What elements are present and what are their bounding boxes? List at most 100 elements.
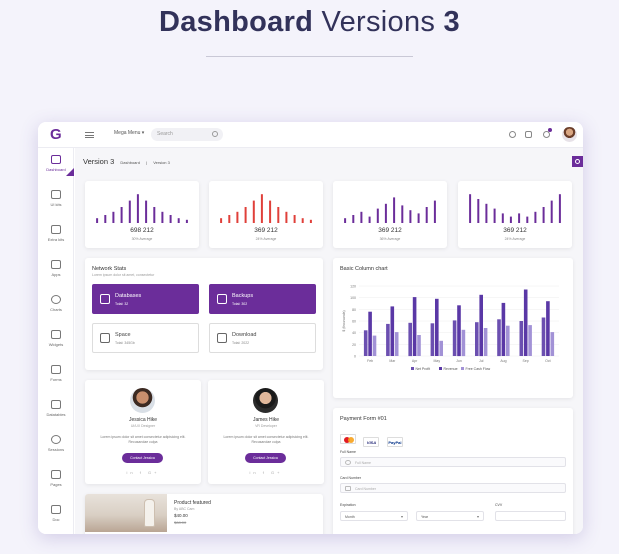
visa-icon[interactable]: VISA — [363, 437, 380, 447]
column-bar — [372, 335, 377, 356]
expiration-label: Expiration — [340, 503, 356, 507]
stat-value: 369 212 — [378, 227, 402, 234]
full-name-field[interactable]: Full Name — [340, 457, 566, 467]
payment-form-card: Payment Form #01 VISA PayPal Full Name F… — [333, 408, 573, 534]
cvv-field[interactable] — [495, 511, 566, 521]
app-logo[interactable]: G — [50, 126, 62, 143]
product-price: $40.00 — [174, 513, 188, 518]
settings-button[interactable] — [572, 156, 583, 167]
stat-subtitle: 24% Average — [255, 237, 277, 241]
spark-bar — [433, 200, 436, 223]
legend-swatch — [411, 367, 414, 370]
sidebar-item-extra-kits[interactable]: Extra kits — [38, 218, 74, 253]
space-tile[interactable]: Space Total: 345Gb — [92, 323, 199, 353]
top-bar: G Mega Menu ▾ Search — [38, 122, 583, 148]
page-headline: Dashboard Versions 3 — [0, 6, 619, 39]
stat-card-1: 698 212 30% Average — [85, 181, 199, 248]
profile-role: UI/UX Designer — [130, 424, 156, 428]
search-icon[interactable] — [212, 131, 218, 137]
gear-icon — [575, 159, 580, 164]
fullscreen-icon[interactable] — [509, 131, 516, 138]
column-bar — [386, 323, 390, 356]
spark-bar — [244, 207, 247, 223]
sidebar-item-ui-kits[interactable]: UI kits — [38, 183, 74, 218]
mastercard-icon[interactable] — [340, 434, 356, 444]
chart-icon — [51, 155, 61, 164]
spark-bar — [542, 207, 545, 223]
headline-divider — [206, 56, 413, 57]
sidebar-item-sessions[interactable]: Sessions — [38, 428, 74, 463]
menu-icon[interactable] — [85, 132, 94, 138]
profile-name: Jessica Hike — [128, 417, 158, 423]
sidebar: Dashboard UI kits Extra kits Apps Charts… — [38, 148, 74, 534]
y-tick-label: 20 — [352, 343, 356, 347]
spark-bar — [409, 210, 412, 223]
sidebar-item-label: Datatables — [46, 412, 66, 417]
spark-bar — [376, 208, 379, 223]
download-tile[interactable]: Download Total: 2022 — [209, 323, 316, 353]
tile-name: Databases — [115, 293, 142, 299]
network-stats-card: Network Stats Lorem ipsum dolor sit amet… — [85, 258, 323, 370]
backups-tile[interactable]: Backups Total: 302 — [209, 284, 316, 314]
sidebar-item-label: Apps — [51, 272, 61, 277]
sidebar-item-apps[interactable]: Apps — [38, 253, 74, 288]
spark-bar — [534, 211, 537, 223]
column-bar — [390, 306, 395, 356]
spark-bar — [493, 208, 496, 223]
cvv-label: CVV — [495, 503, 503, 507]
spark-bar — [169, 215, 172, 223]
tile-total: Total: 2022 — [232, 341, 250, 345]
spark-bar — [509, 216, 512, 223]
stat-value: 369 212 — [254, 227, 278, 234]
spark-bar — [425, 207, 428, 223]
contact-button[interactable]: Contact Jessica — [122, 453, 163, 463]
paypal-icon[interactable]: PayPal — [386, 437, 403, 447]
card-number-field[interactable]: Card Number — [340, 483, 566, 493]
legend-label: Revenue — [444, 367, 458, 371]
spark-bar — [185, 219, 188, 223]
search-input[interactable]: Search — [151, 128, 223, 141]
column-bar — [457, 305, 461, 357]
stat-subtitle: 36% Average — [379, 237, 401, 241]
sidebar-item-label: Sessions — [47, 447, 65, 452]
column-bar — [417, 335, 421, 356]
social-icons[interactable]: in f G+ — [249, 470, 283, 475]
user-avatar[interactable] — [562, 127, 577, 142]
sidebar-item-label: Doc — [52, 517, 60, 522]
dashboard-window: G Mega Menu ▾ Search Dashboard UI kits E… — [38, 122, 583, 534]
expiration-year-select[interactable]: Year ▾ — [416, 511, 484, 521]
contact-button[interactable]: Contact Jessica — [245, 453, 286, 463]
legend-swatch — [439, 367, 442, 370]
expiration-month-select[interactable]: Month ▾ — [340, 511, 408, 521]
databases-tile[interactable]: Databases Total: 32 — [92, 284, 199, 314]
sidebar-item-forms[interactable]: Forms — [38, 358, 74, 393]
tile-total: Total: 345Gb — [115, 341, 135, 345]
social-icons[interactable]: in f G+ — [126, 470, 160, 475]
search-placeholder: Search — [157, 131, 173, 137]
grid-apps-icon[interactable] — [525, 131, 532, 138]
spark-bar — [228, 215, 231, 223]
product-title[interactable]: Product featured — [174, 500, 211, 506]
sidebar-item-doc[interactable]: Doc — [38, 498, 74, 533]
month-value: Month — [345, 515, 355, 519]
sidebar-item-charts[interactable]: Charts — [38, 288, 74, 323]
breadcrumb-home[interactable]: Dashboard — [120, 160, 140, 165]
product-featured-card: Product featured By ABC Cam $40.00 $88.0… — [85, 494, 323, 534]
sidebar-item-widgets[interactable]: Widgets — [38, 323, 74, 358]
sidebar-item-dashboard[interactable]: Dashboard — [38, 148, 74, 183]
user-icon — [345, 460, 351, 465]
database-icon — [100, 294, 110, 304]
pie-chart-icon — [51, 295, 61, 304]
profile-role: VR Developer — [255, 424, 277, 428]
column-bar — [368, 311, 372, 356]
sidebar-item-pages[interactable]: Pages — [38, 463, 74, 498]
mega-menu-dropdown[interactable]: Mega Menu ▾ — [114, 130, 145, 136]
spark-bar — [177, 218, 180, 223]
product-image — [85, 494, 167, 532]
x-tick-label: Feb — [367, 359, 373, 363]
legend-label: Free Cash Flow — [466, 367, 491, 371]
notification-bell-icon[interactable] — [543, 131, 550, 138]
sidebar-item-datatables[interactable]: Datatables — [38, 393, 74, 428]
profile-avatar — [130, 388, 155, 413]
breadcrumb-current: Version 3 — [153, 160, 170, 165]
